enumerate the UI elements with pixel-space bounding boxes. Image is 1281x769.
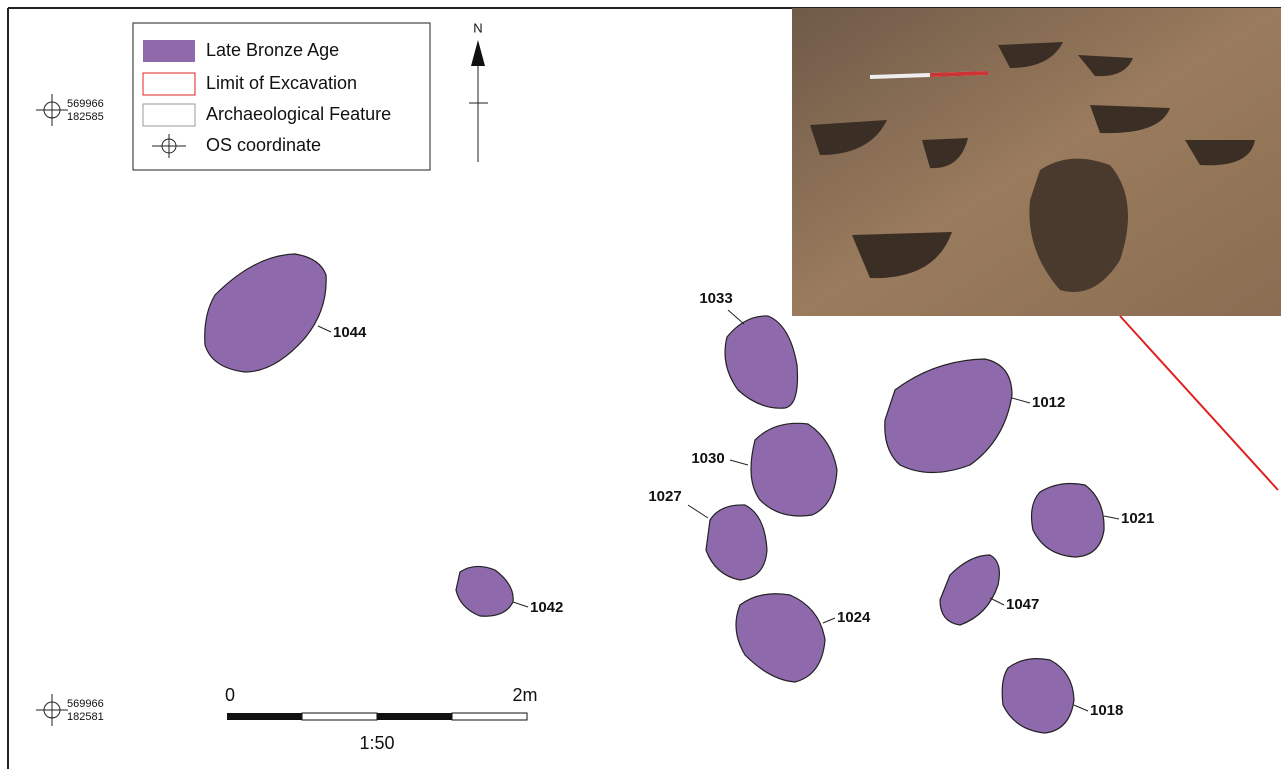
feature-label: 1033: [699, 290, 732, 307]
feature-label: 1018: [1090, 702, 1123, 719]
os-coordinate: 569966 182585: [36, 94, 104, 126]
legend-label: Late Bronze Age: [206, 40, 339, 60]
legend-swatch: [143, 73, 195, 95]
legend-label: Limit of Excavation: [206, 73, 357, 93]
feature-label: 1024: [837, 609, 871, 626]
easting: 569966: [67, 98, 104, 110]
legend-label: OS coordinate: [206, 135, 321, 155]
feature: 1044: [205, 254, 367, 372]
feature: 1027: [648, 488, 767, 580]
scale-end: 2m: [512, 685, 537, 705]
excavation-limit: [1120, 316, 1278, 490]
legend-swatch: [143, 40, 195, 62]
scale-ratio: 1:50: [359, 733, 394, 753]
northing: 182585: [67, 111, 104, 123]
feature: 1033: [699, 290, 797, 408]
feature: 1012: [885, 359, 1066, 473]
feature-label: 1027: [648, 488, 681, 505]
easting: 569966: [67, 698, 104, 710]
feature: 1021: [1032, 484, 1155, 557]
page: Late Bronze Age Limit of Excavation Arch…: [0, 0, 1281, 769]
scale-start: 0: [225, 685, 235, 705]
feature-label: 1012: [1032, 394, 1065, 411]
site-plan: Late Bronze Age Limit of Excavation Arch…: [0, 0, 1281, 769]
legend: Late Bronze Age Limit of Excavation Arch…: [133, 23, 430, 170]
feature: 1042: [456, 566, 563, 616]
legend-swatch: [143, 104, 195, 126]
feature-label: 1021: [1121, 510, 1154, 527]
site-photo: [792, 8, 1281, 316]
feature-label: 1042: [530, 599, 563, 616]
northing: 182581: [67, 711, 104, 723]
north-arrow: N: [469, 20, 488, 162]
os-coordinate: 569966 182581: [36, 694, 104, 726]
feature: 1030: [691, 423, 837, 516]
feature-label: 1047: [1006, 596, 1039, 613]
north-label: N: [473, 20, 482, 35]
scale-bar: 0 2m 1:50: [225, 685, 538, 753]
feature: 1047: [940, 555, 1039, 625]
feature: 1024: [736, 594, 871, 682]
feature: 1018: [1002, 659, 1123, 733]
legend-label: Archaeological Feature: [206, 104, 391, 124]
feature-label: 1044: [333, 324, 367, 341]
feature-label: 1030: [691, 450, 724, 467]
